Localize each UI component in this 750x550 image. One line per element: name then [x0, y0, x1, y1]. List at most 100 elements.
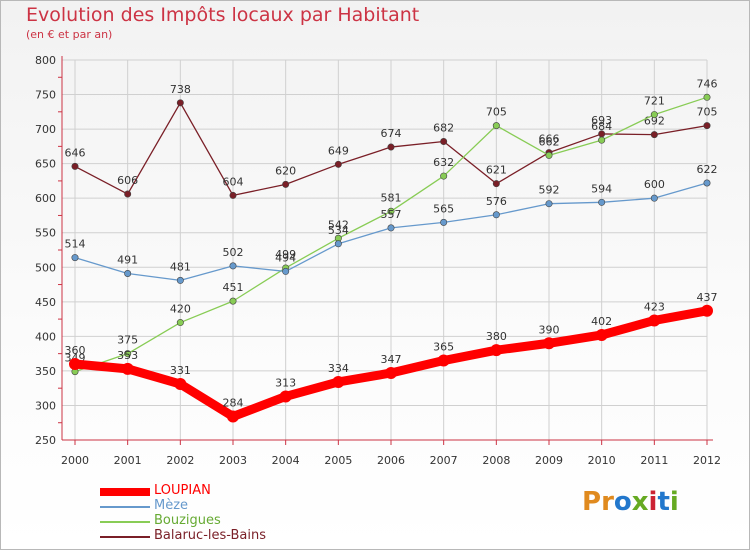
data-label-loupian: 353: [117, 349, 138, 362]
data-point-bouzigues: [440, 172, 448, 180]
y-tick-label: 400: [35, 330, 56, 343]
x-tick-label: 2007: [430, 454, 458, 467]
x-tick-label: 2005: [324, 454, 352, 467]
chart-title: Evolution des Impôts locaux par Habitant: [26, 4, 420, 26]
data-label-bouzigues: 542: [328, 218, 349, 231]
data-point-loupian: [121, 362, 134, 375]
x-tick-label: 2002: [166, 454, 194, 467]
data-point-loupian: [595, 328, 608, 341]
data-point-bouzigues: [650, 111, 658, 119]
data-label-m-ze: 576: [486, 195, 507, 208]
legend-label: Bouzigues: [154, 513, 221, 528]
data-label-bouzigues: 581: [381, 191, 402, 204]
data-point-bouzigues: [492, 122, 500, 130]
data-point-bouzigues: [229, 297, 237, 305]
data-label-m-ze: 502: [223, 246, 244, 259]
data-label-m-ze: 514: [65, 238, 86, 251]
y-tick-label: 500: [35, 261, 56, 274]
legend-label: LOUPIAN: [154, 483, 211, 498]
data-label-loupian: 284: [223, 397, 244, 410]
data-point-loupian: [174, 378, 187, 391]
data-point-balaruc-les-bains: [334, 160, 342, 168]
data-label-bouzigues: 420: [170, 303, 191, 316]
data-point-loupian: [437, 354, 450, 367]
y-tick-label: 750: [35, 89, 56, 102]
data-point-balaruc-les-bains: [650, 131, 658, 139]
data-label-bouzigues: 705: [486, 106, 507, 119]
y-tick-label: 300: [35, 399, 56, 412]
data-label-loupian: 365: [433, 341, 454, 354]
data-point-balaruc-les-bains: [440, 138, 448, 146]
data-point-loupian: [543, 337, 555, 350]
data-label-m-ze: 491: [117, 253, 138, 266]
data-label-bouzigues: 662: [539, 135, 560, 148]
legend-label: Mèze: [154, 498, 189, 513]
data-label-balaruc-les-bains: 738: [170, 83, 191, 96]
data-point-m-ze: [440, 218, 448, 226]
legend-swatch: [100, 506, 150, 508]
data-point-m-ze: [176, 276, 184, 284]
data-point-balaruc-les-bains: [282, 180, 290, 188]
data-point-bouzigues: [387, 207, 395, 215]
proxiti-logo: Proxiti: [582, 487, 679, 517]
data-point-balaruc-les-bains: [176, 99, 184, 107]
y-tick-label: 700: [35, 123, 56, 136]
data-label-balaruc-les-bains: 705: [697, 106, 718, 119]
data-point-loupian: [332, 375, 345, 388]
data-point-bouzigues: [176, 319, 184, 327]
data-label-balaruc-les-bains: 620: [275, 164, 296, 177]
data-label-balaruc-les-bains: 621: [486, 164, 507, 177]
data-label-m-ze: 557: [381, 208, 402, 221]
y-tick-label: 650: [35, 158, 56, 171]
chart-subtitle: (en € et par an): [26, 28, 113, 41]
y-tick-label: 250: [35, 434, 56, 447]
data-label-bouzigues: 746: [697, 77, 718, 90]
x-tick-label: 2011: [640, 454, 668, 467]
data-label-balaruc-les-bains: 606: [117, 174, 138, 187]
data-label-balaruc-les-bains: 649: [328, 144, 349, 157]
data-label-loupian: 360: [65, 344, 86, 357]
data-point-m-ze: [545, 200, 553, 208]
data-label-balaruc-les-bains: 682: [433, 122, 454, 135]
data-point-bouzigues: [703, 93, 711, 101]
data-label-loupian: 390: [539, 323, 560, 336]
data-label-balaruc-les-bains: 692: [644, 115, 665, 128]
data-label-balaruc-les-bains: 666: [539, 133, 560, 146]
data-point-m-ze: [387, 224, 395, 232]
data-label-loupian: 437: [697, 291, 718, 304]
data-point-balaruc-les-bains: [71, 162, 79, 170]
data-point-loupian: [701, 304, 713, 317]
y-tick-label: 350: [35, 365, 56, 378]
data-label-bouzigues: 632: [433, 156, 454, 169]
data-point-m-ze: [598, 198, 606, 206]
data-label-loupian: 380: [486, 330, 507, 343]
data-label-bouzigues: 499: [275, 248, 296, 261]
y-tick-label: 800: [35, 54, 56, 67]
x-tick-label: 2010: [588, 454, 616, 467]
data-label-bouzigues: 375: [117, 334, 138, 347]
data-point-loupian: [490, 344, 503, 357]
data-label-loupian: 334: [328, 362, 349, 375]
data-point-balaruc-les-bains: [229, 191, 237, 199]
data-point-loupian: [69, 358, 81, 370]
data-point-m-ze: [703, 179, 711, 187]
data-label-loupian: 331: [170, 364, 191, 377]
data-point-m-ze: [229, 262, 237, 270]
x-tick-label: 2003: [219, 454, 247, 467]
data-label-bouzigues: 684: [591, 120, 612, 133]
data-point-m-ze: [492, 211, 500, 219]
data-point-m-ze: [282, 267, 290, 275]
data-point-loupian: [648, 314, 661, 327]
x-tick-label: 2000: [61, 454, 89, 467]
x-tick-label: 2009: [535, 454, 563, 467]
y-tick-label: 550: [35, 227, 56, 240]
x-tick-label: 2001: [114, 454, 142, 467]
data-label-loupian: 423: [644, 300, 665, 313]
x-tick-label: 2008: [482, 454, 510, 467]
data-point-balaruc-les-bains: [124, 190, 132, 198]
data-point-bouzigues: [545, 151, 553, 159]
data-point-loupian: [279, 390, 292, 403]
x-tick-label: 2006: [377, 454, 405, 467]
data-point-balaruc-les-bains: [387, 143, 395, 151]
